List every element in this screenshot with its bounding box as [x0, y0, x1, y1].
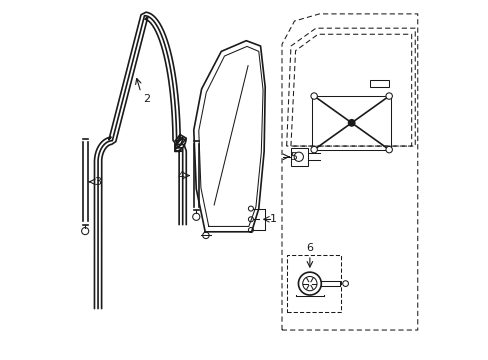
- Text: 2: 2: [142, 94, 149, 104]
- Circle shape: [385, 147, 391, 153]
- Text: 3: 3: [94, 177, 101, 187]
- Text: 5: 5: [290, 152, 297, 162]
- Text: 6: 6: [306, 243, 313, 253]
- Circle shape: [310, 93, 317, 99]
- Circle shape: [310, 147, 317, 153]
- Text: 1: 1: [270, 214, 277, 224]
- Circle shape: [385, 93, 391, 99]
- Circle shape: [347, 119, 355, 127]
- Text: 4: 4: [177, 171, 184, 180]
